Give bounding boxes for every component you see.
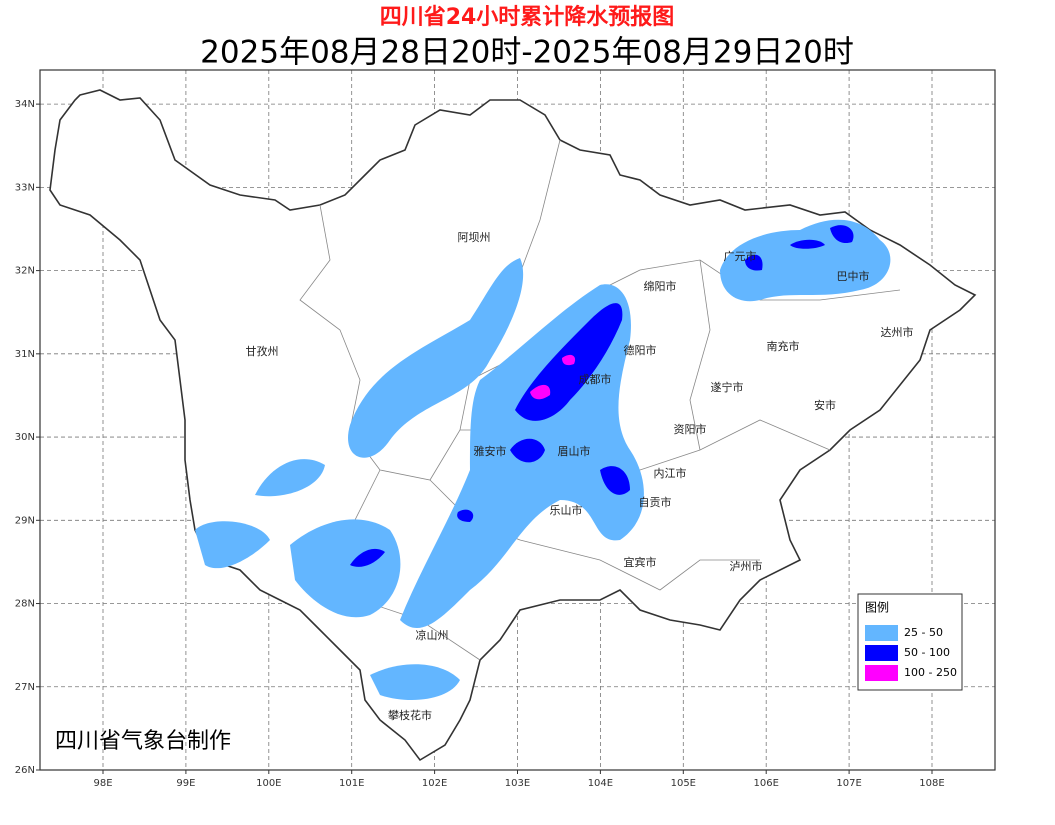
city-label: 攀枝花市: [388, 708, 432, 722]
city-label: 遂宁市: [711, 380, 744, 394]
y-tick-label: 27N: [15, 682, 35, 693]
city-label: 眉山市: [558, 444, 591, 458]
rain-area: [790, 239, 825, 249]
x-tick-label: 107E: [836, 778, 861, 789]
rain-area: [348, 258, 524, 458]
rain-area: [600, 466, 630, 495]
legend-swatch: [865, 645, 898, 661]
city-label: 泸州市: [730, 559, 763, 573]
city-label: 阿坝州: [458, 230, 491, 244]
city-label: 成都市: [579, 372, 612, 386]
credit: 四川省气象台制作: [55, 729, 231, 754]
city-label: 宜宾市: [624, 555, 657, 569]
y-tick-label: 31N: [15, 349, 35, 360]
y-tick-label: 30N: [15, 432, 35, 443]
legend-swatch: [865, 665, 898, 681]
x-tick-label: 104E: [588, 778, 613, 789]
rain-areas: [195, 219, 891, 700]
x-tick-label: 102E: [422, 778, 447, 789]
y-tick-label: 34N: [15, 99, 35, 110]
legend-label: 50 - 100: [904, 646, 950, 659]
rain-area: [370, 664, 460, 700]
city-label: 雅安市: [474, 444, 507, 458]
rain-area: [530, 384, 551, 400]
city-label: 凉山州: [416, 628, 449, 642]
legend-label: 25 - 50: [904, 626, 943, 639]
y-tick-label: 32N: [15, 266, 35, 277]
rain-area: [350, 548, 385, 567]
x-tick-label: 103E: [505, 778, 530, 789]
city-label: 广元市: [724, 249, 757, 263]
city-label: 巴中市: [837, 269, 870, 283]
y-tick-label: 28N: [15, 599, 35, 610]
city-label: 达州市: [881, 325, 914, 339]
x-tick-label: 98E: [93, 778, 112, 789]
city-label: 安市: [814, 398, 836, 412]
city-label: 乐山市: [550, 503, 583, 517]
rain-area: [457, 509, 474, 522]
y-tick-label: 33N: [15, 182, 35, 193]
x-tick-label: 100E: [256, 778, 281, 789]
x-tick-label: 108E: [919, 778, 944, 789]
map-subtitle: 2025年08月28日20时-2025年08月29日20时: [200, 35, 854, 71]
city-label: 德阳市: [624, 343, 657, 357]
rain-area: [745, 254, 763, 271]
legend: 图例 25 - 50 50 - 100 100 - 250: [857, 593, 963, 691]
legend-swatch: [865, 625, 898, 641]
x-tick-label: 99E: [176, 778, 195, 789]
city-label: 自贡市: [639, 495, 672, 509]
x-tick-label: 105E: [671, 778, 696, 789]
city-label: 资阳市: [674, 422, 707, 436]
rain-area: [562, 354, 576, 366]
rain-area: [290, 519, 401, 618]
map-title: 四川省24小时累计降水预报图: [380, 5, 675, 30]
x-tick-label: 101E: [339, 778, 364, 789]
y-tick-label: 29N: [15, 515, 35, 526]
legend-label: 100 - 250: [904, 666, 957, 679]
rain-area: [195, 521, 270, 569]
rain-area: [830, 225, 854, 244]
y-tick-label: 26N: [15, 765, 35, 776]
rain-area: [510, 438, 545, 463]
legend-title: 图例: [865, 601, 889, 615]
city-labels: 阿坝州 甘孜州 绵阳市 广元市 巴中市 达州市 南充市 德阳市 成都市 遂宁市 …: [246, 230, 914, 722]
city-label: 绵阳市: [644, 279, 677, 293]
rain-area: [255, 459, 325, 497]
city-label: 南充市: [767, 339, 800, 353]
city-label: 甘孜州: [246, 344, 279, 358]
x-tick-label: 106E: [753, 778, 778, 789]
city-label: 内江市: [654, 466, 687, 480]
